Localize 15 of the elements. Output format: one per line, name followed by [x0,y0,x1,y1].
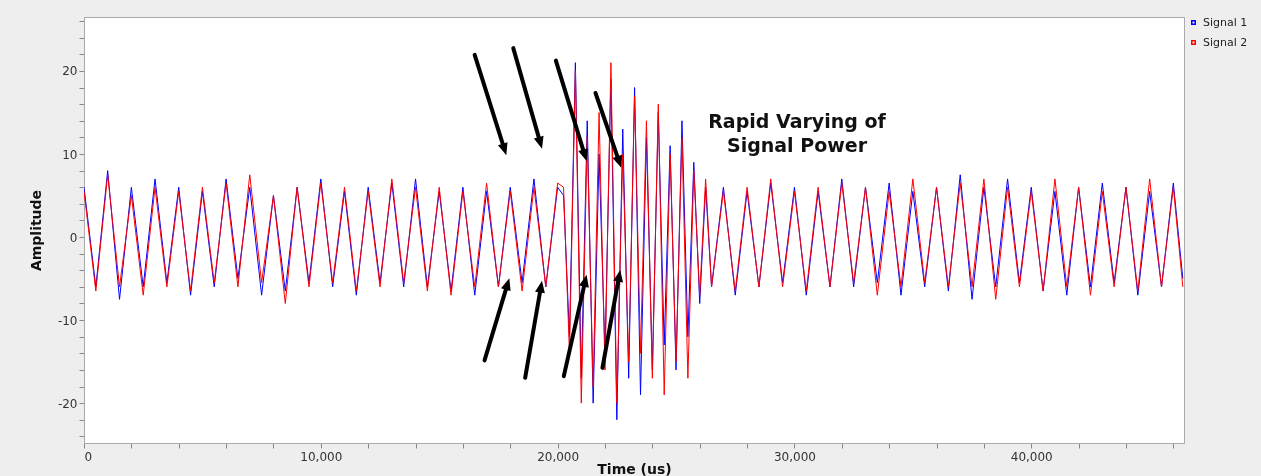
x-tick-label: 20,000 [537,449,580,464]
x-tick-label: 10,000 [300,449,343,464]
x-axis-title: Time (us) [597,460,672,476]
y-tick-label: 0 [69,230,78,245]
y-tick-label: -20 [57,396,78,411]
y-tick-label: 20 [62,64,78,79]
annotation: Rapid Varying of Signal Power [708,110,887,156]
y-tick-label: 10 [62,147,78,162]
legend-label: Signal 2 [1203,35,1248,49]
x-tick-label: 0 [84,449,93,464]
legend-label: Signal 1 [1203,15,1248,29]
y-tick-label: -10 [57,313,78,328]
x-tick-label: 30,000 [773,449,816,464]
y-axis-title: Amplitude [27,189,44,272]
x-tick-label: 40,000 [1010,449,1053,464]
